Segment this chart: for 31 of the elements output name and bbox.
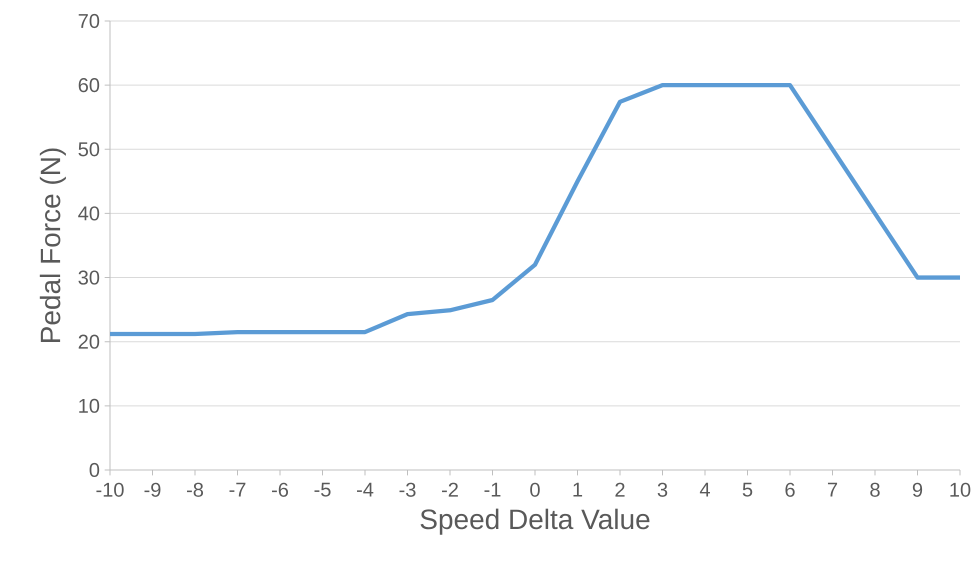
x-tick-label: 7 — [828, 482, 838, 496]
x-tick-label: -4 — [356, 482, 374, 496]
y-axis-title: Pedal Force (N) — [40, 148, 66, 342]
x-tick-label: -6 — [272, 482, 288, 497]
y-tick-label: 30 — [78, 270, 100, 285]
x-tick-label: 9 — [912, 482, 922, 497]
x-tick-label: 8 — [870, 482, 880, 497]
y-tick-label: 10 — [79, 398, 100, 413]
y-tick-label: 40 — [78, 206, 100, 220]
y-tick-label: 20 — [78, 334, 100, 349]
x-tick-label: -8 — [186, 482, 204, 497]
x-tick-label: 3 — [658, 482, 668, 497]
x-tick-label: -5 — [314, 482, 331, 497]
x-tick-label: 6 — [785, 482, 795, 497]
x-tick-label: 5 — [742, 482, 752, 497]
x-tick-label: 4 — [700, 482, 710, 496]
y-tick-label: 60 — [78, 78, 100, 92]
x-tick-label: -10 — [96, 482, 124, 497]
y-tick-label: 50 — [78, 142, 100, 156]
x-tick-label: 0 — [530, 482, 540, 497]
x-tick-label: -7 — [229, 482, 246, 496]
x-axis-title: Speed Delta Value — [420, 508, 650, 535]
x-tick-label: -3 — [399, 482, 416, 497]
x-tick-label: -9 — [144, 482, 160, 497]
x-tick-label: -1 — [484, 482, 500, 496]
x-tick-label: -2 — [442, 482, 458, 497]
x-tick-label: 1 — [573, 482, 582, 496]
x-tick-label: 10 — [950, 482, 970, 497]
x-tick-label: 2 — [615, 482, 625, 497]
y-tick-label: 0 — [90, 462, 100, 478]
y-tick-label: 70 — [78, 14, 100, 28]
